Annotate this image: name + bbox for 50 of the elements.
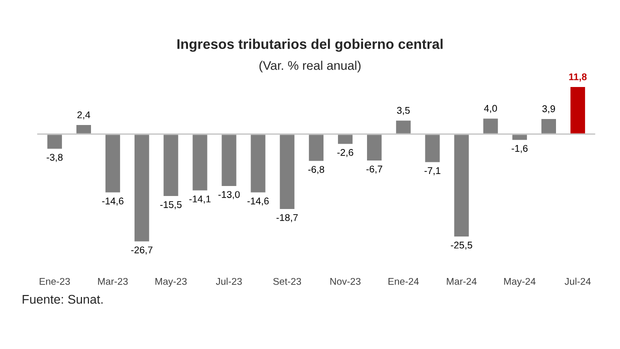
data-label: -3,8 [46, 154, 63, 162]
x-tick-label: May-23 [155, 278, 187, 287]
x-tick-label: Jul-23 [216, 278, 242, 285]
chart-title: Ingresos tributarios del gobierno central [177, 38, 443, 52]
data-label: 2,4 [77, 111, 90, 120]
bar [540, 118, 558, 135]
source-note: Fuente: Sunat. [22, 294, 103, 304]
x-tick-label: May-24 [504, 278, 536, 287]
data-label: -14,6 [102, 198, 124, 206]
data-label: 11,8 [569, 73, 587, 82]
bar [75, 124, 92, 135]
chart-subtitle: (Var. % real anual) [259, 60, 361, 72]
data-label: -25,5 [450, 242, 472, 250]
data-label: 4,0 [484, 104, 497, 113]
bar [133, 133, 151, 243]
data-label: 3,9 [542, 105, 555, 114]
bar [366, 133, 384, 162]
bar [336, 133, 354, 146]
bar [104, 133, 122, 194]
bar [46, 133, 64, 150]
x-tick-label: Mar-23 [98, 278, 128, 285]
x-tick-label: Set-23 [273, 278, 302, 285]
bar [191, 133, 209, 192]
bar [308, 133, 325, 162]
bar [424, 133, 442, 164]
x-tick-label: Nov-23 [330, 278, 361, 285]
data-label: 3,5 [397, 106, 410, 115]
bar [482, 117, 500, 135]
bar [452, 133, 470, 238]
bar [569, 86, 586, 135]
data-label: -14,1 [189, 196, 211, 204]
x-tick-label: Mar-24 [446, 278, 477, 285]
bar [162, 133, 180, 198]
data-label: -1,6 [512, 144, 528, 153]
data-label: -6,7 [366, 166, 382, 174]
data-label: -26,7 [131, 246, 152, 255]
bar [249, 133, 267, 194]
data-label: -18,7 [276, 214, 298, 222]
data-label: -6,8 [308, 166, 324, 174]
data-label: -7,1 [424, 167, 440, 176]
bar [394, 119, 412, 135]
x-tick-label: Jul-24 [564, 278, 591, 285]
data-label: -2,6 [337, 149, 354, 158]
data-label: -14,6 [247, 198, 269, 206]
data-label: -13,0 [218, 191, 240, 200]
x-tick-label: Ene-24 [388, 278, 419, 285]
bar [278, 133, 296, 210]
data-label: -15,5 [160, 201, 182, 210]
x-tick-label: Ene-23 [40, 278, 70, 285]
bar [220, 133, 238, 188]
